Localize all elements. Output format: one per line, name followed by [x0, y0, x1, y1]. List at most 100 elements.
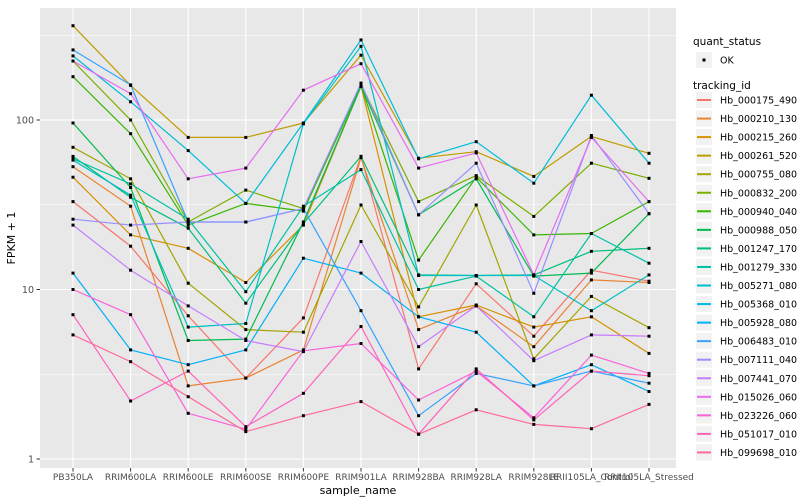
data-point [186, 314, 190, 318]
data-point [71, 54, 75, 58]
data-point [244, 135, 248, 139]
data-point [532, 174, 536, 178]
x-tick-label: RRII105LA_Stressed [604, 473, 694, 483]
data-point [647, 374, 651, 378]
x-tick-label: RRII105LA_Control [550, 473, 633, 483]
data-point [244, 430, 248, 434]
data-point [589, 161, 593, 165]
data-point [532, 315, 536, 319]
data-point [647, 326, 651, 330]
data-point [186, 281, 190, 285]
data-point [417, 288, 421, 291]
data-point [186, 246, 190, 250]
data-point [71, 59, 75, 63]
legend-item-Hb_005271_080: Hb_005271_080 [696, 277, 797, 294]
legend-item-label: Hb_000261_520 [720, 151, 797, 162]
data-point [474, 161, 478, 165]
data-point [532, 418, 536, 422]
data-point [532, 325, 536, 329]
legend-item-Hb_007111_040: Hb_007111_040 [696, 351, 797, 368]
data-point [647, 200, 651, 204]
legend-item-Hb_015026_060: Hb_015026_060 [696, 388, 797, 405]
data-point [359, 168, 363, 172]
legend-item-Hb_001279_330: Hb_001279_330 [696, 258, 797, 275]
data-point [71, 271, 75, 275]
data-point [186, 325, 190, 329]
data-point [129, 195, 133, 199]
x-tick-label: PB350LA [53, 473, 94, 483]
data-point [589, 294, 593, 298]
data-point [589, 249, 593, 253]
data-point [129, 118, 133, 122]
data-point [647, 151, 651, 155]
legend-ok-point-symbol [702, 58, 706, 62]
data-point [186, 369, 190, 373]
data-point [71, 165, 75, 169]
data-point [359, 240, 363, 243]
data-point [186, 223, 190, 227]
data-point [186, 395, 190, 399]
data-point [301, 256, 305, 260]
data-point [474, 367, 478, 371]
data-point [589, 315, 593, 319]
data-point [417, 398, 421, 402]
data-point [474, 140, 478, 144]
legend-item-Hb_000210_130: Hb_000210_130 [696, 110, 797, 127]
legend-item-label: Hb_000175_490 [720, 96, 797, 107]
legend-item-label: Hb_000215_260 [720, 133, 797, 144]
data-point [359, 84, 363, 88]
data-point [589, 353, 593, 357]
data-point [244, 348, 248, 352]
data-point [589, 309, 593, 313]
data-point [359, 38, 363, 42]
legend-item-Hb_001247_170: Hb_001247_170 [696, 240, 797, 257]
data-point [186, 177, 190, 181]
data-point [244, 427, 248, 431]
legend-item-label: Hb_007441_070 [720, 374, 797, 385]
data-point [417, 414, 421, 418]
x-tick-label: RRIM928LA [450, 473, 502, 483]
data-point [301, 204, 305, 208]
data-point [532, 334, 536, 338]
data-point [532, 384, 536, 388]
x-tick-label: RRIM928LE [508, 473, 559, 483]
data-point [129, 313, 133, 317]
data-point [71, 217, 75, 221]
data-point [359, 342, 363, 345]
data-point [647, 161, 651, 165]
data-point [532, 422, 536, 426]
legend-item-Hb_006483_010: Hb_006483_010 [696, 333, 797, 350]
data-point [532, 273, 536, 277]
data-point [359, 44, 363, 48]
data-point [301, 209, 305, 213]
data-point [589, 333, 593, 337]
data-point [647, 351, 651, 355]
data-point [301, 222, 305, 225]
data-point [589, 271, 593, 275]
data-point [417, 274, 421, 277]
data-point [589, 93, 593, 97]
data-point [71, 333, 75, 337]
data-point [129, 177, 133, 181]
legend-item-label: Hb_051017_010 [720, 429, 797, 440]
data-point [474, 408, 478, 412]
data-point [359, 325, 363, 328]
data-point [532, 416, 536, 420]
data-point [474, 274, 478, 277]
legend-item-label: Hb_007111_040 [720, 355, 797, 366]
legend-tracking-id-title: tracking_id [693, 80, 751, 92]
data-point [71, 154, 75, 158]
data-point [417, 328, 421, 332]
data-point [301, 88, 305, 92]
data-point [532, 357, 536, 361]
data-point [301, 316, 305, 320]
data-point [244, 339, 248, 342]
legend-item-label: Hb_005368_010 [720, 300, 797, 311]
data-point [186, 217, 190, 221]
data-point [129, 182, 133, 186]
legend-item-Hb_000175_490: Hb_000175_490 [696, 92, 797, 108]
data-point [244, 376, 248, 380]
data-point [129, 268, 133, 272]
data-point [129, 223, 133, 227]
